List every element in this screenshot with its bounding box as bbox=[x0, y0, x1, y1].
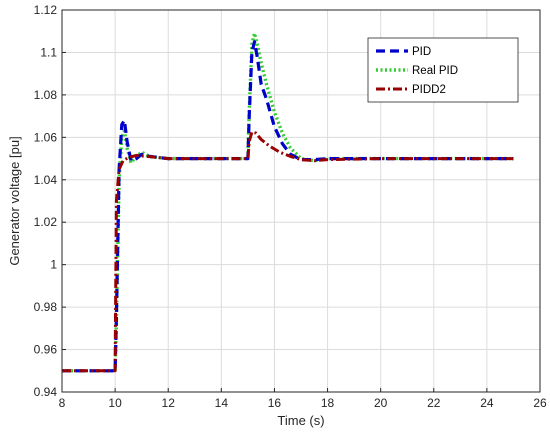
x-tick-label: 8 bbox=[59, 396, 66, 410]
x-tick-label: 10 bbox=[108, 396, 122, 410]
y-tick-label: 0.98 bbox=[34, 300, 58, 314]
legend-label-pidd2: PIDD2 bbox=[412, 84, 446, 96]
legend-label-real-pid: Real PID bbox=[412, 65, 458, 77]
x-tick-label: 12 bbox=[162, 396, 176, 410]
x-tick-label: 22 bbox=[427, 396, 441, 410]
y-tick-label: 1.12 bbox=[34, 3, 58, 17]
x-tick-label: 16 bbox=[268, 396, 282, 410]
series-line-pid bbox=[62, 40, 514, 373]
x-tick-label: 14 bbox=[215, 396, 229, 410]
y-axis-label: Generator voltage [pu] bbox=[7, 136, 22, 265]
x-tick-label: 20 bbox=[374, 396, 388, 410]
y-tick-label: 1 bbox=[50, 258, 57, 272]
x-tick-label: 26 bbox=[533, 396, 547, 410]
plot-frame bbox=[61, 9, 541, 393]
y-tick-label: 0.96 bbox=[34, 343, 58, 357]
y-tick-label: 1.08 bbox=[34, 88, 58, 102]
y-tick-label: 1.1 bbox=[40, 45, 57, 59]
legend: PID Real PID PIDD2 bbox=[367, 37, 519, 103]
y-tick-label: 1.04 bbox=[34, 173, 58, 187]
legend-box bbox=[367, 37, 519, 103]
y-tick-label: 1.02 bbox=[34, 215, 58, 229]
x-tick-label: 18 bbox=[321, 396, 335, 410]
y-tick-labels: 0.94 0.96 0.98 1 1.02 1.04 1.06 1.08 1.1 1.12 bbox=[34, 3, 58, 399]
series-lines bbox=[62, 31, 514, 373]
y-tick-label: 0.94 bbox=[34, 385, 58, 399]
x-axis-label: Time (s) bbox=[277, 413, 324, 428]
y-tick-label: 1.06 bbox=[34, 130, 58, 144]
x-tick-label: 24 bbox=[480, 396, 494, 410]
series-line-pidd2 bbox=[62, 130, 514, 373]
legend-label-pid: PID bbox=[412, 46, 431, 58]
x-tick-labels: 8 10 12 14 16 18 20 22 24 26 bbox=[59, 396, 547, 410]
